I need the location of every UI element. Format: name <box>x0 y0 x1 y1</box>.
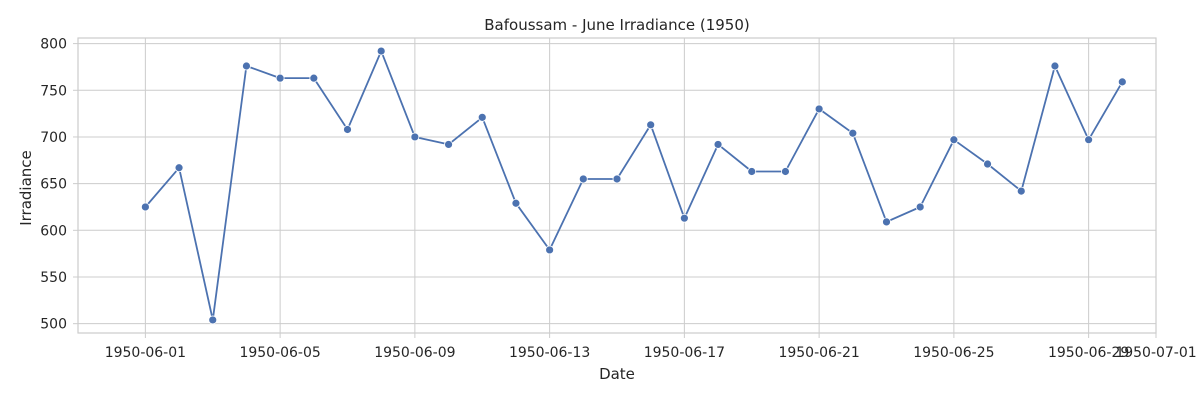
data-point-1950-06-06 <box>309 73 319 83</box>
x-tick-label-8: 1950-07-01 <box>1115 345 1196 361</box>
data-point-1950-06-02 <box>174 163 184 173</box>
x-tick-label-2: 1950-06-09 <box>374 345 455 361</box>
data-point-1950-06-11 <box>477 112 487 122</box>
markers-layer <box>140 46 1127 325</box>
data-point-1950-06-08 <box>376 46 386 56</box>
y-tick-label-0: 500 <box>40 317 67 333</box>
x-tick-label-6: 1950-06-25 <box>913 345 994 361</box>
y-tick-label-4: 700 <box>40 130 67 146</box>
data-point-1950-06-14 <box>578 174 588 184</box>
data-point-1950-06-22 <box>848 128 858 138</box>
data-point-1950-06-05 <box>275 73 285 83</box>
data-point-1950-06-30 <box>1117 77 1127 87</box>
y-tick-label-3: 650 <box>40 177 67 193</box>
data-point-1950-06-28 <box>1050 61 1060 71</box>
data-point-1950-06-15 <box>612 174 622 184</box>
series-layer <box>144 50 1124 321</box>
data-point-1950-06-03 <box>208 315 218 325</box>
x-tick-label-5: 1950-06-21 <box>778 345 859 361</box>
x-axis-label: Date <box>599 365 635 383</box>
data-point-1950-06-12 <box>511 198 521 208</box>
chart-title: Bafoussam - June Irradiance (1950) <box>484 16 749 34</box>
x-tick-label-3: 1950-06-13 <box>509 345 590 361</box>
grid-lines <box>78 38 1157 333</box>
x-tick-label-7: 1950-06-29 <box>1048 345 1129 361</box>
y-tick-label-2: 600 <box>40 223 67 239</box>
data-point-1950-06-23 <box>882 217 891 227</box>
series-line-0 <box>144 50 1124 321</box>
data-point-1950-06-29 <box>1084 135 1094 145</box>
data-point-1950-06-18 <box>713 140 723 149</box>
data-point-1950-06-24 <box>915 202 925 212</box>
x-tick-label-0: 1950-06-01 <box>105 345 186 361</box>
data-point-1950-06-27 <box>1016 186 1026 196</box>
y-tick-label-5: 750 <box>40 83 67 99</box>
data-point-1950-06-17 <box>679 213 689 223</box>
axis-ticks: 1950-06-01 1950-06-05 1950-06-09 1950-06-13… <box>40 37 1196 361</box>
y-tick-label-1: 550 <box>40 270 67 286</box>
data-point-1950-06-25 <box>949 135 959 145</box>
data-point-1950-06-26 <box>983 159 992 169</box>
data-point-1950-06-07 <box>343 125 352 134</box>
data-point-1950-06-21 <box>814 104 824 114</box>
data-point-1950-06-16 <box>646 120 656 130</box>
x-tick-label-4: 1950-06-17 <box>644 345 725 361</box>
data-point-1950-06-10 <box>444 140 453 149</box>
data-point-1950-06-20 <box>781 167 790 176</box>
data-point-1950-06-01 <box>140 202 150 212</box>
x-tick-label-1: 1950-06-05 <box>239 345 320 361</box>
data-point-1950-06-04 <box>242 61 251 71</box>
data-point-1950-06-19 <box>747 167 757 176</box>
plot-frame <box>77 37 1157 334</box>
data-point-1950-06-13 <box>545 245 555 255</box>
data-point-1950-06-09 <box>410 132 420 142</box>
y-axis-label: Irradiance <box>17 150 35 226</box>
y-tick-label-6: 800 <box>40 37 67 53</box>
